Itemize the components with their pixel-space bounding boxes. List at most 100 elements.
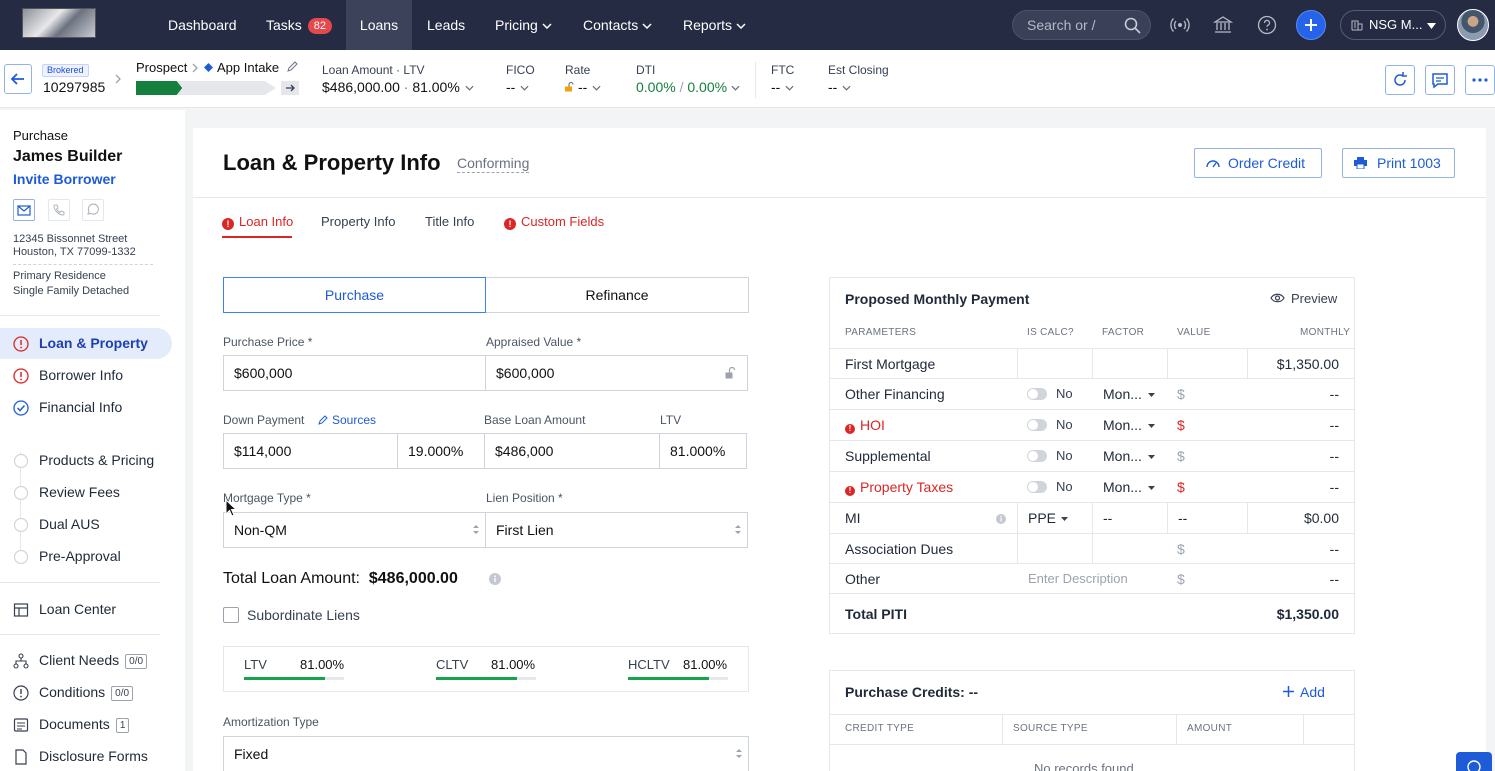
sidebar-item-financial-info[interactable]: Financial Info <box>0 392 172 423</box>
factor-select[interactable]: Mon... <box>1103 379 1155 409</box>
email-button[interactable] <box>13 199 35 221</box>
preview-button[interactable]: Preview <box>1270 291 1337 306</box>
fico-value[interactable]: -- <box>506 79 529 95</box>
loan-substage[interactable]: App Intake <box>217 60 280 75</box>
sidebar-item-dual-aus[interactable]: Dual AUS <box>0 509 172 540</box>
invite-borrower-link[interactable]: Invite Borrower <box>13 171 116 187</box>
other-description-input[interactable]: Enter Description <box>1028 571 1128 586</box>
bank-icon[interactable] <box>1213 15 1233 35</box>
order-credit-button[interactable]: Order Credit <box>1194 148 1322 178</box>
purchase-price-input[interactable]: $600,000 <box>223 355 486 391</box>
company-logo[interactable] <box>22 8 96 38</box>
sidebar-item-conditions[interactable]: Conditions 0/0 <box>0 677 172 708</box>
value-input[interactable]: $ <box>1177 541 1185 557</box>
nav-contacts[interactable]: Contacts <box>583 0 652 50</box>
tab-title-info[interactable]: Title Info <box>425 214 474 229</box>
value-input[interactable]: $ <box>1177 479 1185 495</box>
purpose-refinance-button[interactable]: Refinance <box>486 277 749 313</box>
more-options-button[interactable] <box>1465 65 1495 95</box>
cell-divider <box>1176 714 1177 744</box>
sidebar-item-loan-property[interactable]: Loan & Property <box>0 328 172 359</box>
nav-tasks[interactable]: Tasks 82 <box>266 0 333 50</box>
borrower-name[interactable]: James Builder <box>13 148 123 165</box>
advance-stage-button[interactable] <box>281 81 299 95</box>
sources-link[interactable]: Sources <box>318 413 376 427</box>
help-icon[interactable] <box>1257 15 1277 35</box>
sidebar-item-products-pricing[interactable]: Products & Pricing <box>0 445 172 476</box>
is-calc-toggle[interactable] <box>1027 388 1047 400</box>
call-button[interactable] <box>48 199 70 221</box>
global-search-input[interactable]: Search or / <box>1012 10 1151 40</box>
factor-select[interactable]: Mon... <box>1103 472 1155 502</box>
tab-property-info[interactable]: Property Info <box>321 214 395 229</box>
refresh-button[interactable] <box>1385 65 1415 95</box>
lock-open-icon[interactable] <box>725 367 736 379</box>
factor-value: Mon... <box>1103 448 1142 464</box>
value-input[interactable]: $ <box>1177 417 1185 433</box>
ftc-value[interactable]: -- <box>771 79 794 95</box>
nav-leads[interactable]: Leads <box>427 0 465 50</box>
sort-arrows-icon <box>736 749 742 758</box>
message-button[interactable] <box>82 199 104 221</box>
sidebar-item-client-needs[interactable]: Client Needs 0/0 <box>0 645 172 676</box>
lien-position-select[interactable]: First Lien <box>485 512 748 548</box>
sidebar-item-disclosure-forms[interactable]: Disclosure Forms <box>0 741 172 771</box>
sidebar-item-loan-center[interactable]: Loan Center <box>0 594 172 625</box>
sidebar-item-label: Documents <box>39 716 110 732</box>
est-closing-value[interactable]: -- <box>828 79 851 95</box>
back-button[interactable] <box>4 64 32 94</box>
is-calc-toggle[interactable] <box>1027 481 1047 493</box>
amortization-type-select[interactable]: Fixed <box>223 736 749 771</box>
subordinate-liens-checkbox[interactable] <box>223 607 239 623</box>
count-badge: 0/0 <box>125 654 148 669</box>
user-avatar[interactable] <box>1457 9 1489 41</box>
base-loan-amount-input[interactable]: $486,000 <box>484 433 660 469</box>
factor-select[interactable]: Mon... <box>1103 410 1155 440</box>
nav-pricing[interactable]: Pricing <box>495 0 552 50</box>
loan-program-subtitle[interactable]: Conforming <box>457 155 530 173</box>
sidebar-item-pre-approval[interactable]: Pre-Approval <box>0 541 172 572</box>
purpose-purchase-button[interactable]: Purchase <box>223 277 486 313</box>
payment-row-mi: MI PPE -- -- $0.00 <box>830 502 1354 533</box>
info-icon[interactable] <box>489 573 501 585</box>
sidebar-item-documents[interactable]: Documents 1 <box>0 709 172 740</box>
sidebar-item-review-fees[interactable]: Review Fees <box>0 477 172 508</box>
dti-value[interactable]: 0.00% / 0.00% <box>636 79 740 95</box>
nav-reports[interactable]: Reports <box>683 0 746 50</box>
print-1003-button[interactable]: Print 1003 <box>1342 148 1455 178</box>
organization-selector[interactable]: NSG M... <box>1340 10 1446 40</box>
factor-select[interactable]: Mon... <box>1103 441 1155 471</box>
loan-amount-value[interactable]: $486,000.00 · 81.00% <box>322 79 474 95</box>
mortgage-type-select[interactable]: Non-QM <box>223 512 486 548</box>
nav-dashboard[interactable]: Dashboard <box>168 0 237 50</box>
appraised-value-input[interactable]: $600,000 <box>485 355 748 391</box>
row-name: ! Property Taxes <box>845 472 953 502</box>
down-payment-percent-input[interactable]: 19.000% <box>397 433 485 469</box>
broadcast-icon[interactable] <box>1170 15 1190 35</box>
tab-custom-fields[interactable]: ! Custom Fields <box>504 214 604 230</box>
add-credit-button[interactable]: Add <box>1283 684 1325 700</box>
loan-stage[interactable]: Prospect <box>136 60 188 75</box>
pencil-icon[interactable] <box>286 61 298 73</box>
ltv-input[interactable]: 81.000% <box>659 433 747 469</box>
info-icon[interactable] <box>996 514 1006 524</box>
value-input[interactable]: $ <box>1177 386 1185 402</box>
value-input[interactable]: $ <box>1177 571 1185 587</box>
is-calc-toggle[interactable] <box>1027 450 1047 462</box>
create-new-button[interactable] <box>1296 10 1326 40</box>
sidebar-item-borrower-info[interactable]: Borrower Info <box>0 360 172 391</box>
is-calc-toggle[interactable] <box>1027 419 1047 431</box>
tab-loan-info[interactable]: ! Loan Info <box>222 214 293 238</box>
fico-label: FICO <box>506 63 535 77</box>
step-connector <box>20 452 21 562</box>
hierarchy-icon <box>13 653 29 669</box>
mi-calc-select[interactable]: PPE <box>1028 503 1069 533</box>
nav-loans[interactable]: Loans <box>346 0 412 50</box>
comments-button[interactable] <box>1425 65 1455 95</box>
value-input[interactable]: $ <box>1177 448 1185 464</box>
check-circle-icon <box>13 400 29 416</box>
floating-help-button[interactable] <box>1456 752 1492 771</box>
address-line-2: Houston, TX 77099-1332 <box>13 246 136 258</box>
rate-value[interactable]: -- <box>565 79 601 95</box>
down-payment-amount-input[interactable]: $114,000 <box>223 433 398 469</box>
